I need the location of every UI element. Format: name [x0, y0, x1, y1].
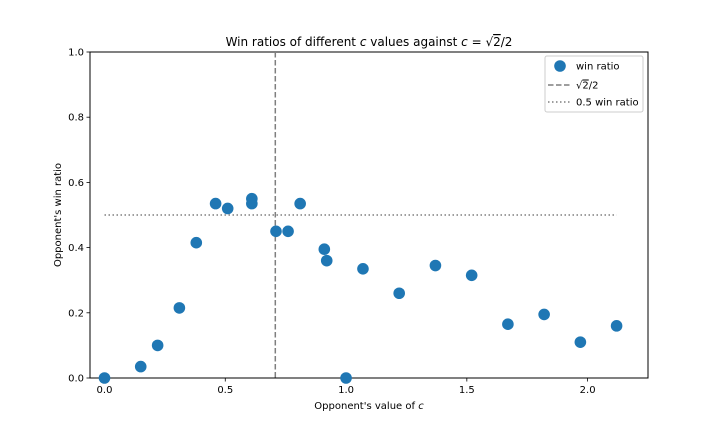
- scatter-point: [270, 225, 282, 238]
- plot-area: [89, 51, 649, 379]
- scatter-point: [393, 287, 405, 300]
- scatter-point: [465, 269, 478, 282]
- x-tick-label: 1.0: [338, 385, 354, 396]
- y-axis-ticks: 0.0 0.2 0.4 0.6 0.8 1.0: [68, 48, 90, 385]
- scatter-point: [221, 202, 234, 215]
- x-axis-label: Opponent's value of c: [314, 401, 424, 412]
- title-sqrt-sign: √: [485, 35, 493, 49]
- legend-label-sqrt-line: √2/2: [576, 81, 598, 92]
- scatter-point: [151, 339, 164, 352]
- chart-title: Win ratios of different c values against…: [226, 35, 513, 49]
- scatter-point: [134, 360, 147, 373]
- title-mid: values against: [366, 35, 461, 49]
- x-tick-label: 0.5: [217, 385, 233, 396]
- title-eq: =: [468, 35, 486, 49]
- legend-box: [544, 55, 644, 113]
- title-prefix: Win ratios of different: [226, 35, 360, 49]
- legend-sqrt-arg: 2: [582, 81, 588, 92]
- x-tick-label: 2.0: [580, 385, 596, 396]
- data-points: [98, 192, 623, 384]
- y-tick-label: 0.8: [68, 113, 84, 124]
- y-tick-label: 0.2: [68, 308, 84, 319]
- scatter-point: [340, 372, 352, 384]
- xlabel-prefix: Opponent's value of: [314, 401, 418, 412]
- scatter-point: [574, 336, 587, 348]
- legend-marker-win-ratio: [554, 60, 566, 72]
- x-tick-label: 0.0: [97, 385, 113, 396]
- scatter-point: [357, 262, 369, 275]
- scatter-point: [294, 197, 306, 210]
- y-tick-label: 1.0: [68, 48, 84, 59]
- legend-label-win-ratio: win ratio: [576, 62, 620, 73]
- scatter-point: [246, 197, 258, 210]
- scatter-point: [173, 302, 186, 314]
- y-tick-label: 0.0: [68, 374, 84, 385]
- xlabel-var: c: [418, 401, 424, 412]
- title-suffix: /2: [501, 35, 513, 49]
- title-var2: c: [461, 35, 468, 49]
- scatter-point: [190, 236, 203, 249]
- y-tick-label: 0.4: [68, 243, 84, 254]
- legend: win ratio √2/2 0.5 win ratio: [544, 55, 644, 113]
- x-tick-label: 1.5: [459, 385, 475, 396]
- scatter-point: [282, 225, 294, 238]
- title-sqrt-arg: 2: [493, 35, 501, 49]
- scatter-point: [209, 197, 222, 210]
- scatter-point: [429, 259, 442, 272]
- scatter-point: [318, 243, 331, 256]
- scatter-point: [610, 320, 623, 332]
- legend-label-half-line: 0.5 win ratio: [576, 98, 639, 109]
- scatter-point: [320, 254, 333, 267]
- scatter-point: [502, 318, 514, 331]
- legend-sqrt-sign: √: [576, 81, 583, 92]
- reference-lines: [104, 52, 617, 378]
- legend-sqrt-suffix: /2: [589, 81, 599, 92]
- y-axis-label: Opponent's win ratio: [53, 163, 64, 267]
- title-var: c: [360, 35, 367, 49]
- y-tick-label: 0.6: [68, 178, 84, 189]
- scatter-point: [538, 308, 550, 321]
- scatter-point: [98, 372, 111, 384]
